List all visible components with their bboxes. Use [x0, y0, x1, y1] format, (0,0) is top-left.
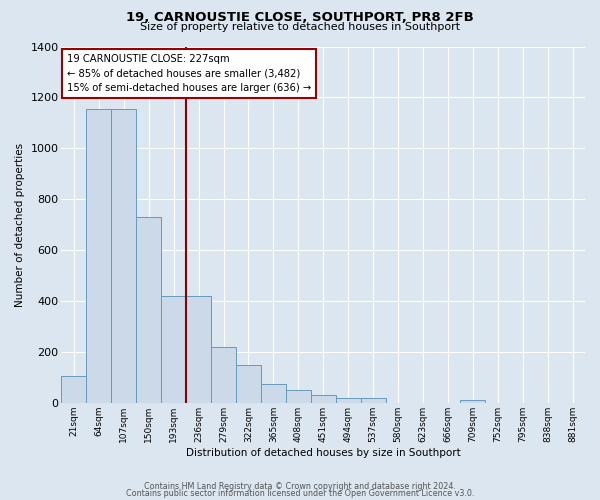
Text: 19 CARNOUSTIE CLOSE: 227sqm
← 85% of detached houses are smaller (3,482)
15% of : 19 CARNOUSTIE CLOSE: 227sqm ← 85% of det… — [67, 54, 311, 93]
Bar — [112, 109, 136, 403]
Bar — [286, 390, 311, 403]
Bar — [211, 347, 236, 403]
Bar — [460, 400, 485, 403]
Bar — [236, 364, 261, 403]
Bar — [61, 376, 86, 403]
Bar — [136, 217, 161, 403]
Bar — [186, 296, 211, 403]
Bar — [361, 398, 386, 403]
Bar — [161, 296, 186, 403]
Bar — [86, 109, 112, 403]
Text: 19, CARNOUSTIE CLOSE, SOUTHPORT, PR8 2FB: 19, CARNOUSTIE CLOSE, SOUTHPORT, PR8 2FB — [126, 11, 474, 24]
Y-axis label: Number of detached properties: Number of detached properties — [15, 142, 25, 306]
Bar — [261, 384, 286, 403]
Text: Contains HM Land Registry data © Crown copyright and database right 2024.: Contains HM Land Registry data © Crown c… — [144, 482, 456, 491]
X-axis label: Distribution of detached houses by size in Southport: Distribution of detached houses by size … — [186, 448, 461, 458]
Bar — [311, 395, 335, 403]
Text: Contains public sector information licensed under the Open Government Licence v3: Contains public sector information licen… — [126, 489, 474, 498]
Text: Size of property relative to detached houses in Southport: Size of property relative to detached ho… — [140, 22, 460, 32]
Bar — [335, 398, 361, 403]
